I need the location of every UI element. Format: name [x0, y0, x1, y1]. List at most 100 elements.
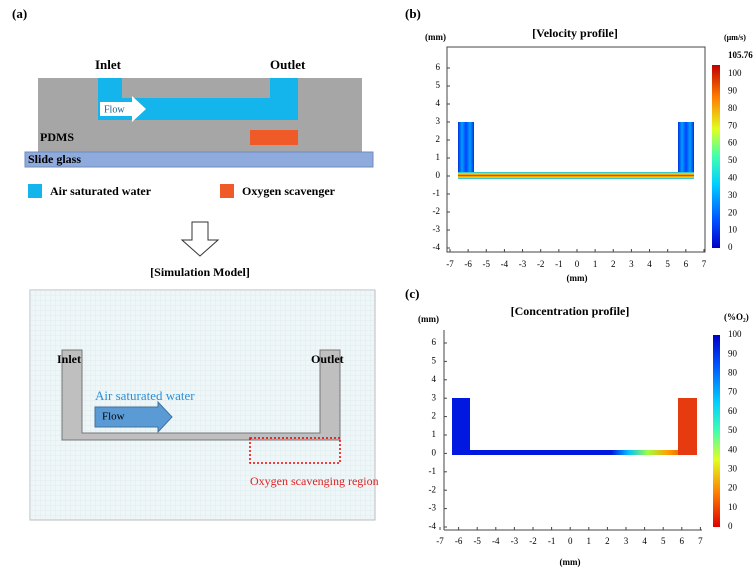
inlet-label: Inlet — [95, 57, 122, 72]
y-tick-label: 1 — [436, 152, 441, 162]
velocity-channel — [458, 172, 694, 179]
panel-label: (a) — [12, 6, 27, 21]
colorbar-label: 0 — [728, 521, 733, 531]
x-tick-label: -6 — [464, 259, 472, 269]
x-tick-label: -3 — [519, 259, 527, 269]
y-tick-label: 3 — [432, 392, 437, 402]
flow-label: Flow — [104, 104, 125, 115]
x-tick-label: 0 — [575, 259, 580, 269]
x-tick-label: 3 — [624, 536, 629, 546]
colorbar-unit: (µm/s) — [724, 33, 746, 42]
x-tick-label: 6 — [684, 259, 689, 269]
x-tick-label: -5 — [473, 536, 481, 546]
section-title: [Simulation Model] — [150, 265, 250, 279]
x-tick-label: 7 — [698, 536, 703, 546]
x-tick-label: 5 — [665, 259, 670, 269]
x-tick-label: -3 — [511, 536, 519, 546]
colorbar-label: 60 — [728, 406, 738, 416]
plot-title: [Velocity profile] — [532, 26, 618, 40]
colorbar-label: 30 — [728, 463, 738, 473]
colorbar-label: 80 — [728, 367, 738, 377]
outlet-channel — [270, 78, 298, 120]
inlet-label: Inlet — [57, 352, 81, 366]
velocity-outlet — [678, 122, 694, 179]
colorbar-max: 105.76 — [728, 50, 753, 60]
colorbar-label: 100 — [728, 329, 742, 339]
x-tick-label: 0 — [568, 536, 573, 546]
panel-label: (b) — [405, 6, 421, 21]
y-tick-label: 1 — [432, 429, 437, 439]
y-tick-label: -4 — [433, 242, 441, 252]
y-tick-label: 3 — [436, 116, 441, 126]
x-tick-label: -7 — [446, 259, 454, 269]
figure: (a) Flow Inlet Outlet PDMS Slide glass A… — [0, 0, 756, 572]
x-tick-label: 1 — [593, 259, 598, 269]
y-tick-label: -2 — [433, 206, 441, 216]
x-tick-label: -5 — [483, 259, 491, 269]
y-tick-label: 6 — [436, 62, 441, 72]
x-tick-label: 1 — [587, 536, 592, 546]
colorbar-label: 80 — [728, 103, 738, 113]
x-tick-label: 7 — [702, 259, 707, 269]
colorbar-label: 20 — [728, 483, 738, 493]
colorbar-label: 70 — [728, 387, 738, 397]
legend-label: Oxygen scavenger — [242, 184, 336, 198]
colorbar — [712, 65, 720, 248]
colorbar-label: 30 — [728, 190, 738, 200]
colorbar-label: 100 — [728, 68, 742, 78]
colorbar-unit: (%O₂) — [724, 312, 749, 322]
y-unit: (mm) — [425, 32, 446, 42]
colorbar-label: 90 — [728, 348, 738, 358]
down-arrow — [182, 222, 218, 256]
x-tick-label: 2 — [611, 259, 616, 269]
colorbar-label: 90 — [728, 85, 738, 95]
y-unit: (mm) — [418, 314, 439, 324]
x-tick-label: -1 — [548, 536, 556, 546]
y-tick-label: 0 — [436, 170, 441, 180]
colorbar-label: 50 — [728, 155, 738, 165]
colorbar-label: 50 — [728, 425, 738, 435]
x-tick-label: -7 — [436, 536, 444, 546]
y-tick-label: 4 — [436, 98, 441, 108]
legend-label: Air saturated water — [50, 184, 152, 198]
colorbar — [713, 335, 720, 527]
colorbar-label: 40 — [728, 172, 738, 182]
y-tick-label: -4 — [429, 521, 437, 531]
plot-frame — [447, 47, 705, 252]
legend-swatch — [220, 184, 234, 198]
outlet-label: Outlet — [311, 352, 344, 366]
x-tick-label: -2 — [537, 259, 545, 269]
x-tick-label: 3 — [629, 259, 634, 269]
y-tick-label: 4 — [432, 374, 437, 384]
concentration-outlet — [678, 398, 697, 455]
plot-title: [Concentration profile] — [511, 304, 630, 318]
concentration-inlet — [452, 398, 470, 455]
velocity-inlet — [458, 122, 474, 179]
concentration-channel — [452, 450, 697, 455]
panel-label: (c) — [405, 286, 419, 301]
x-unit: (mm) — [560, 557, 581, 567]
colorbar-label: 10 — [728, 225, 738, 235]
region-label: Oxygen scavenging region — [250, 474, 379, 488]
x-unit: (mm) — [567, 273, 588, 283]
x-tick-label: -4 — [501, 259, 509, 269]
y-tick-label: 5 — [432, 355, 437, 365]
x-tick-label: -1 — [555, 259, 563, 269]
x-tick-label: -4 — [492, 536, 500, 546]
y-tick-label: 2 — [432, 411, 437, 421]
outlet-label: Outlet — [270, 57, 306, 72]
y-tick-label: -3 — [429, 503, 437, 513]
colorbar-label: 10 — [728, 502, 738, 512]
y-tick-label: 0 — [432, 447, 437, 457]
colorbar-label: 40 — [728, 444, 738, 454]
flow-label: Flow — [102, 411, 125, 423]
y-tick-label: 5 — [436, 80, 441, 90]
y-tick-label: 2 — [436, 134, 441, 144]
x-tick-label: 5 — [661, 536, 666, 546]
pdms-label: PDMS — [40, 130, 74, 144]
scavenger — [250, 130, 298, 145]
colorbar-label: 60 — [728, 138, 738, 148]
water-label: Air saturated water — [95, 388, 195, 403]
colorbar-label: 20 — [728, 207, 738, 217]
y-tick-label: -3 — [433, 224, 441, 234]
